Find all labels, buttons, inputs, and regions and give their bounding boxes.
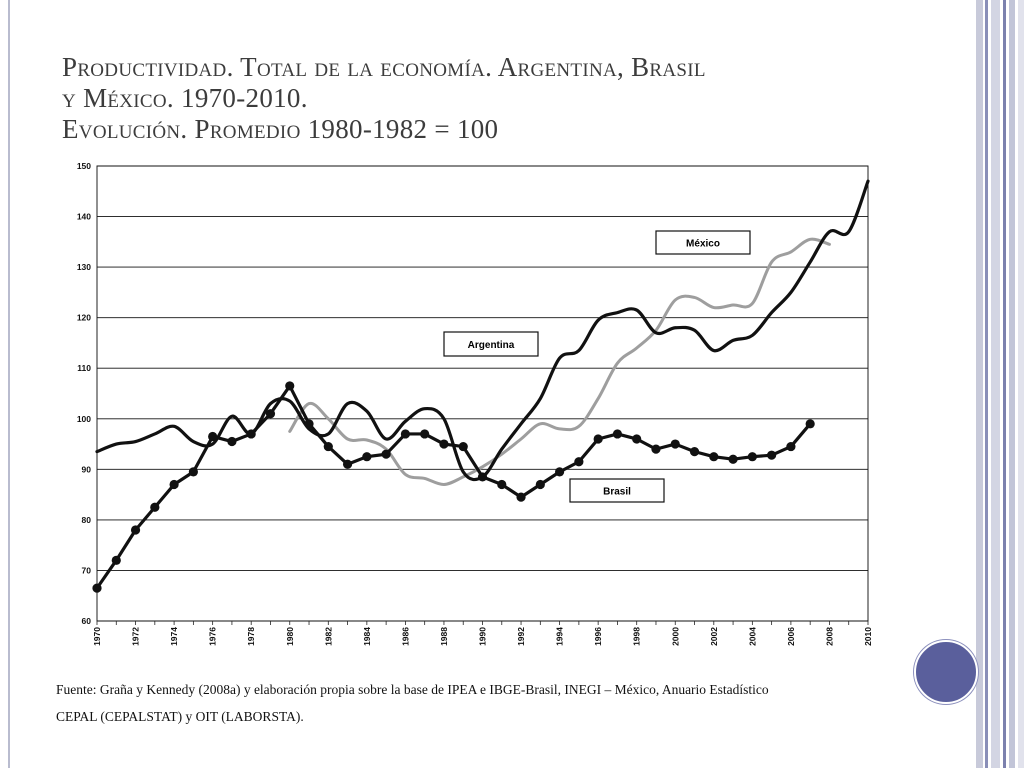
data-point-brasil-2003 — [728, 454, 738, 464]
y-axis: 60 70 80 90 100 110 120 130 140 150 — [77, 161, 91, 626]
x-tick-label-1974: 1974 — [169, 627, 179, 646]
series-line-mexico — [288, 237, 831, 486]
data-point-brasil-1987 — [420, 429, 430, 439]
data-point-brasil-2004 — [747, 452, 757, 462]
data-point-brasil-1995 — [574, 457, 584, 467]
y-tick-label-70: 70 — [82, 565, 92, 575]
y-tick-label-110: 110 — [77, 363, 91, 373]
series-label-box-mexico — [655, 230, 751, 255]
x-tick-label-2002: 2002 — [709, 627, 719, 646]
source-line-1: Fuente: Graña y Kennedy (2008a) y elabor… — [56, 682, 769, 697]
y-tick-label-90: 90 — [82, 464, 92, 474]
navigation-circle-button[interactable] — [914, 640, 978, 704]
data-point-brasil-1979 — [265, 409, 276, 419]
title-line-2: y México. 1970-2010. — [62, 83, 308, 113]
y-tick-label-130: 130 — [77, 262, 91, 272]
data-point-brasil-1971 — [111, 555, 121, 565]
data-point-brasil-1991 — [497, 479, 507, 490]
x-tick-label-2006: 2006 — [786, 627, 796, 646]
x-tick-label-1980: 1980 — [285, 627, 295, 646]
series-label-brasil: Brasil — [603, 487, 631, 498]
slide-title: Productividad. Total de la economía. Arg… — [62, 52, 922, 145]
series-label-box-brasil — [569, 478, 665, 503]
data-point-brasil-1989 — [458, 441, 468, 452]
data-point-brasil-1997 — [612, 429, 623, 439]
data-point-brasil-1978 — [246, 429, 256, 439]
data-point-brasil-1980 — [285, 381, 295, 391]
data-point-brasil-1992 — [516, 492, 526, 502]
data-point-brasil-1998 — [632, 434, 642, 444]
chart-series-markers — [92, 381, 815, 593]
x-tick-label-2008: 2008 — [824, 627, 834, 646]
data-point-brasil-1984 — [362, 452, 372, 462]
data-point-brasil-2000 — [670, 439, 680, 449]
y-tick-label-60: 60 — [82, 616, 92, 626]
x-tick-label-2000: 2000 — [670, 627, 680, 646]
series-line-brasil — [95, 384, 812, 590]
x-tick-label-1990: 1990 — [478, 627, 488, 646]
x-tick-label-2004: 2004 — [747, 627, 757, 646]
data-point-brasil-1977 — [227, 436, 237, 447]
x-tick-label-1972: 1972 — [131, 627, 141, 646]
series-label-mexico: México — [686, 239, 720, 250]
source-note: Fuente: Graña y Kennedy (2008a) y elabor… — [56, 676, 896, 730]
data-point-brasil-1981 — [304, 419, 314, 429]
chart-series-labels: Argentina México Brasil — [443, 230, 751, 503]
x-tick-label-1982: 1982 — [323, 627, 333, 646]
chart-series-lines — [95, 179, 870, 590]
y-tick-label-120: 120 — [77, 313, 91, 323]
y-tick-label-150: 150 — [77, 161, 91, 171]
data-point-brasil-1986 — [400, 429, 410, 439]
left-border-rule — [8, 0, 10, 768]
title-line-1: Productividad. Total de la economía. Arg… — [62, 52, 706, 82]
x-tick-label-1994: 1994 — [555, 627, 565, 646]
y-tick-label-80: 80 — [82, 515, 92, 525]
data-point-brasil-1974 — [169, 479, 179, 490]
x-tick-label-2010: 2010 — [863, 627, 873, 646]
data-point-brasil-1994 — [555, 467, 565, 477]
y-tick-label-100: 100 — [77, 414, 91, 424]
data-point-brasil-2005 — [767, 450, 777, 460]
data-point-brasil-1972 — [130, 525, 141, 535]
data-point-brasil-2001 — [689, 447, 700, 457]
data-point-brasil-1990 — [477, 472, 488, 482]
data-point-brasil-1996 — [593, 434, 603, 444]
x-tick-label-1988: 1988 — [439, 627, 449, 646]
source-line-2: CEPAL (CEPALSTAT) y OIT (LABORSTA). — [56, 709, 304, 724]
data-point-brasil-2007 — [805, 419, 815, 429]
series-label-argentina: Argentina — [468, 340, 515, 351]
chart-gridlines — [96, 165, 869, 622]
data-point-brasil-1976 — [208, 431, 218, 442]
x-tick-label-1970: 1970 — [92, 627, 102, 646]
data-point-brasil-2002 — [709, 452, 719, 462]
x-axis: 1970 1972 1974 1976 1978 1980 1982 1984 1986 1988… — [92, 621, 873, 646]
x-tick-label-1978: 1978 — [246, 627, 256, 646]
data-point-brasil-1983 — [342, 459, 353, 469]
x-tick-label-1996: 1996 — [593, 627, 603, 646]
data-point-brasil-1973 — [150, 502, 160, 512]
data-point-brasil-2006 — [786, 441, 796, 452]
x-tick-label-1992: 1992 — [516, 627, 526, 646]
y-tick-label-140: 140 — [77, 212, 91, 222]
data-point-brasil-1985 — [381, 449, 391, 459]
data-point-brasil-1999 — [651, 444, 661, 454]
data-point-brasil-1993 — [535, 479, 545, 490]
data-point-brasil-1988 — [439, 439, 449, 449]
x-tick-label-1998: 1998 — [632, 627, 642, 646]
data-point-brasil-1975 — [188, 467, 198, 477]
right-decorative-bars — [976, 0, 1024, 768]
x-tick-label-1976: 1976 — [208, 627, 218, 646]
x-tick-label-1984: 1984 — [362, 627, 372, 646]
data-point-brasil-1982 — [323, 441, 333, 452]
series-label-box-argentina — [443, 331, 539, 357]
data-point-brasil-1970 — [92, 583, 102, 593]
plot-frame — [96, 165, 869, 622]
x-tick-label-1986: 1986 — [400, 627, 410, 646]
title-line-3: Evolución. Promedio 1980-1982 = 100 — [62, 114, 499, 144]
